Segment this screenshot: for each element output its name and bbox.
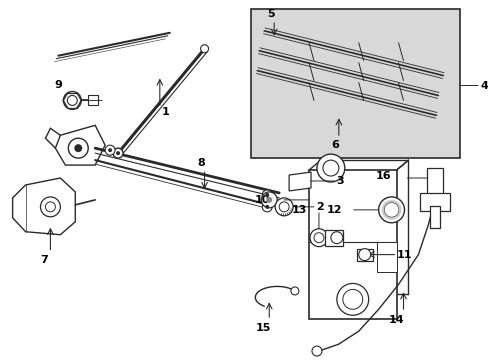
Circle shape <box>384 203 398 217</box>
Text: 13: 13 <box>291 205 307 215</box>
Bar <box>356 249 372 261</box>
Bar <box>429 206 439 228</box>
Text: 4: 4 <box>479 81 487 90</box>
Polygon shape <box>288 172 310 191</box>
Circle shape <box>108 148 112 152</box>
Circle shape <box>358 249 370 261</box>
Bar <box>308 170 396 319</box>
Text: 15: 15 <box>255 323 270 333</box>
Circle shape <box>116 151 120 155</box>
Bar <box>324 230 342 246</box>
Polygon shape <box>13 178 75 235</box>
Circle shape <box>330 232 342 244</box>
Bar <box>376 242 396 271</box>
Text: 5: 5 <box>267 9 274 19</box>
Circle shape <box>290 287 298 295</box>
Bar <box>427 168 443 198</box>
Text: 1: 1 <box>162 107 169 117</box>
Circle shape <box>336 283 368 315</box>
Circle shape <box>381 200 401 220</box>
Circle shape <box>264 205 269 209</box>
Circle shape <box>264 193 269 197</box>
Bar <box>88 95 98 105</box>
Circle shape <box>309 229 327 247</box>
Bar <box>420 193 449 211</box>
Circle shape <box>74 144 82 152</box>
Text: 11: 11 <box>396 249 411 260</box>
Circle shape <box>316 154 344 182</box>
Circle shape <box>45 202 55 212</box>
Circle shape <box>313 233 323 243</box>
Text: 2: 2 <box>315 202 323 212</box>
Text: 7: 7 <box>41 255 48 265</box>
Bar <box>251 9 459 158</box>
Text: 3: 3 <box>335 176 343 186</box>
Circle shape <box>262 190 272 200</box>
Circle shape <box>311 346 321 356</box>
Circle shape <box>68 138 88 158</box>
Circle shape <box>261 192 277 208</box>
Circle shape <box>322 160 338 176</box>
Circle shape <box>384 203 398 217</box>
Circle shape <box>67 95 77 105</box>
Text: 6: 6 <box>330 140 338 150</box>
Circle shape <box>41 197 60 217</box>
Text: 12: 12 <box>326 205 342 215</box>
Circle shape <box>63 91 81 109</box>
Circle shape <box>262 202 272 212</box>
Circle shape <box>113 148 123 158</box>
Circle shape <box>279 202 288 212</box>
Circle shape <box>105 145 115 155</box>
Text: 10: 10 <box>254 195 269 205</box>
Polygon shape <box>55 125 105 165</box>
Circle shape <box>378 197 404 223</box>
Text: 9: 9 <box>54 80 62 90</box>
Circle shape <box>342 289 362 309</box>
Circle shape <box>200 45 208 53</box>
Text: 16: 16 <box>375 171 390 181</box>
Circle shape <box>265 197 272 203</box>
Text: 14: 14 <box>388 315 404 325</box>
Circle shape <box>275 198 292 216</box>
Text: 8: 8 <box>197 158 205 168</box>
